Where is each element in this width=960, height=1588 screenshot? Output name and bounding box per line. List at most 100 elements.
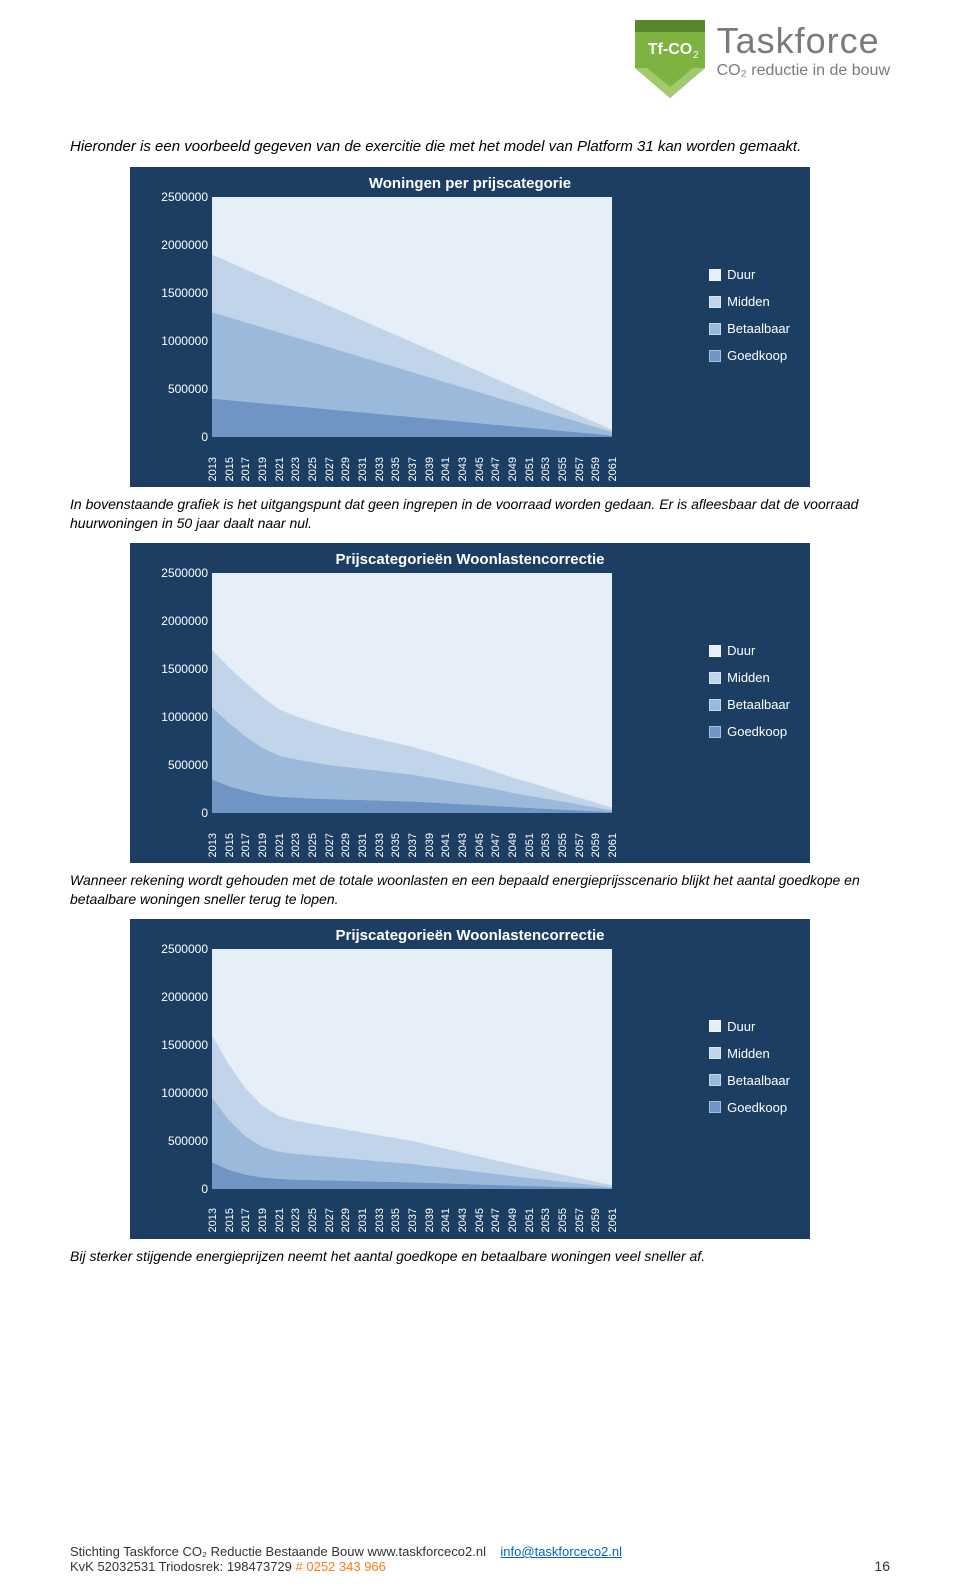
xtick-label: 2035 <box>390 1208 402 1232</box>
plot-area <box>212 949 612 1189</box>
ytick-label: 1000000 <box>161 710 208 724</box>
ytick-label: 2500000 <box>161 190 208 204</box>
chart-3: Prijscategorieën Woonlastencorrectie 050… <box>130 919 810 1239</box>
legend-label: Betaalbaar <box>727 321 790 336</box>
ytick-label: 2500000 <box>161 942 208 956</box>
xtick-label: 2015 <box>224 833 236 857</box>
xtick-label: 2027 <box>324 457 336 481</box>
xtick-label: 2045 <box>474 457 486 481</box>
xtick-label: 2029 <box>340 1208 352 1232</box>
ytick-label: 1500000 <box>161 1038 208 1052</box>
xtick-label: 2049 <box>507 457 519 481</box>
xtick-label: 2061 <box>607 1208 619 1232</box>
legend: DuurMiddenBetaalbaarGoedkoop <box>709 267 790 363</box>
ytick-label: 500000 <box>168 758 208 772</box>
xtick-label: 2031 <box>357 457 369 481</box>
xtick-label: 2021 <box>274 1208 286 1232</box>
xtick-label: 2031 <box>357 833 369 857</box>
chart-title: Woningen per prijscategorie <box>130 175 810 192</box>
xtick-label: 2023 <box>290 457 302 481</box>
legend-swatch <box>709 672 721 684</box>
xtick-label: 2043 <box>457 1208 469 1232</box>
legend-swatch <box>709 1047 721 1059</box>
footer-line-2: KvK 52032531 Triodosrek: 198473729 # 025… <box>70 1559 622 1574</box>
xtick-label: 2017 <box>240 1208 252 1232</box>
xtick-label: 2035 <box>390 457 402 481</box>
y-axis: 05000001000000150000020000002500000 <box>140 573 212 813</box>
xtick-label: 2047 <box>490 1208 502 1232</box>
xtick-label: 2053 <box>540 833 552 857</box>
xtick-label: 2057 <box>574 457 586 481</box>
y-axis: 05000001000000150000020000002500000 <box>140 949 212 1189</box>
xtick-label: 2029 <box>340 833 352 857</box>
legend-swatch <box>709 296 721 308</box>
legend-item: Betaalbaar <box>709 321 790 336</box>
xtick-label: 2047 <box>490 457 502 481</box>
legend-item: Duur <box>709 1019 790 1034</box>
xtick-label: 2039 <box>424 1208 436 1232</box>
footer-kvk: KvK 52032531 Triodosrek: 198473729 <box>70 1559 296 1574</box>
legend-label: Betaalbaar <box>727 1073 790 1088</box>
xtick-label: 2045 <box>474 833 486 857</box>
xtick-label: 2053 <box>540 1208 552 1232</box>
ytick-label: 2500000 <box>161 566 208 580</box>
x-axis: 2013201520172019202120232025202720292031… <box>212 813 612 857</box>
xtick-label: 2033 <box>374 1208 386 1232</box>
xtick-label: 2039 <box>424 457 436 481</box>
legend-item: Midden <box>709 670 790 685</box>
x-axis: 2013201520172019202120232025202720292031… <box>212 437 612 481</box>
ytick-label: 0 <box>201 430 208 444</box>
xtick-label: 2057 <box>574 833 586 857</box>
svg-text:2: 2 <box>693 50 699 61</box>
xtick-label: 2019 <box>257 833 269 857</box>
xtick-label: 2023 <box>290 833 302 857</box>
xtick-label: 2017 <box>240 833 252 857</box>
chart-1: Woningen per prijscategorie 050000010000… <box>130 167 810 487</box>
legend-swatch <box>709 269 721 281</box>
legend-item: Betaalbaar <box>709 1073 790 1088</box>
legend-label: Goedkoop <box>727 724 787 739</box>
xtick-label: 2059 <box>590 833 602 857</box>
logo-header: Tf-CO 2 Taskforce CO₂ reductie in de bou… <box>70 20 890 107</box>
xtick-label: 2055 <box>557 1208 569 1232</box>
xtick-label: 2023 <box>290 1208 302 1232</box>
y-axis: 05000001000000150000020000002500000 <box>140 197 212 437</box>
footer-email[interactable]: info@taskforceco2.nl <box>500 1544 622 1559</box>
legend-item: Midden <box>709 294 790 309</box>
legend-label: Betaalbaar <box>727 697 790 712</box>
legend-item: Betaalbaar <box>709 697 790 712</box>
caption-3: Bij sterker stijgende energieprijzen nee… <box>70 1247 890 1266</box>
ytick-label: 1000000 <box>161 334 208 348</box>
xtick-label: 2053 <box>540 457 552 481</box>
xtick-label: 2041 <box>440 833 452 857</box>
xtick-label: 2027 <box>324 833 336 857</box>
xtick-label: 2035 <box>390 833 402 857</box>
svg-text:Tf-CO: Tf-CO <box>647 41 691 58</box>
xtick-label: 2049 <box>507 833 519 857</box>
legend-swatch <box>709 1074 721 1086</box>
ytick-label: 0 <box>201 1182 208 1196</box>
xtick-label: 2055 <box>557 457 569 481</box>
legend-label: Duur <box>727 1019 755 1034</box>
xtick-label: 2015 <box>224 457 236 481</box>
legend-item: Goedkoop <box>709 348 790 363</box>
caption-2: Wanneer rekening wordt gehouden met de t… <box>70 871 890 909</box>
ytick-label: 2000000 <box>161 990 208 1004</box>
xtick-label: 2037 <box>407 1208 419 1232</box>
xtick-label: 2025 <box>307 457 319 481</box>
xtick-label: 2037 <box>407 833 419 857</box>
xtick-label: 2043 <box>457 457 469 481</box>
legend-swatch <box>709 699 721 711</box>
xtick-label: 2013 <box>207 1208 219 1232</box>
footer-line-1: Stichting Taskforce CO₂ Reductie Bestaan… <box>70 1544 622 1559</box>
xtick-label: 2047 <box>490 833 502 857</box>
xtick-label: 2019 <box>257 1208 269 1232</box>
logo-text-block: Taskforce CO₂ reductie in de bouw <box>717 20 890 80</box>
xtick-label: 2017 <box>240 457 252 481</box>
legend-item: Midden <box>709 1046 790 1061</box>
ytick-label: 1000000 <box>161 1086 208 1100</box>
xtick-label: 2015 <box>224 1208 236 1232</box>
legend: DuurMiddenBetaalbaarGoedkoop <box>709 1019 790 1115</box>
xtick-label: 2059 <box>590 1208 602 1232</box>
plot-area <box>212 573 612 813</box>
